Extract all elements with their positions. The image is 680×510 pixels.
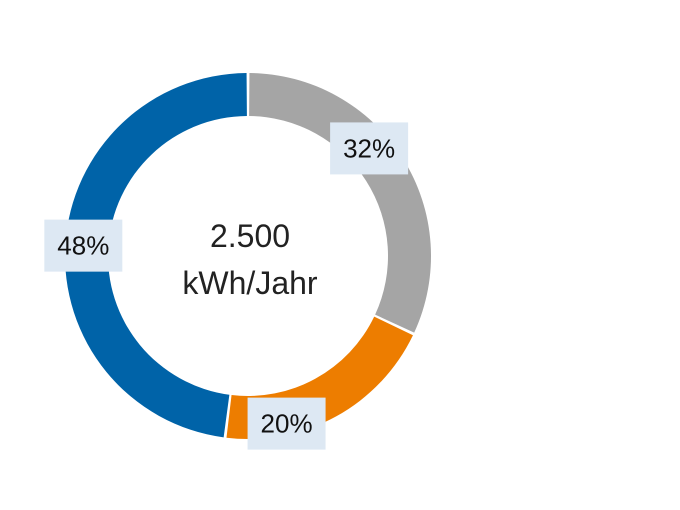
slice-label-3: 48% [57, 231, 109, 261]
slice-label-box-3 [44, 219, 123, 272]
center-unit: kWh/Jahr [182, 265, 317, 301]
slice-labels: 32% 20% 48% [44, 122, 409, 450]
center-value: 2.500 [210, 218, 290, 254]
donut-slice-3 [65, 73, 247, 438]
slice-label-1: 32% [343, 133, 395, 163]
slice-label-box-2 [247, 397, 326, 450]
slice-label-box-1 [330, 122, 409, 175]
slice-label-2: 20% [261, 409, 313, 439]
